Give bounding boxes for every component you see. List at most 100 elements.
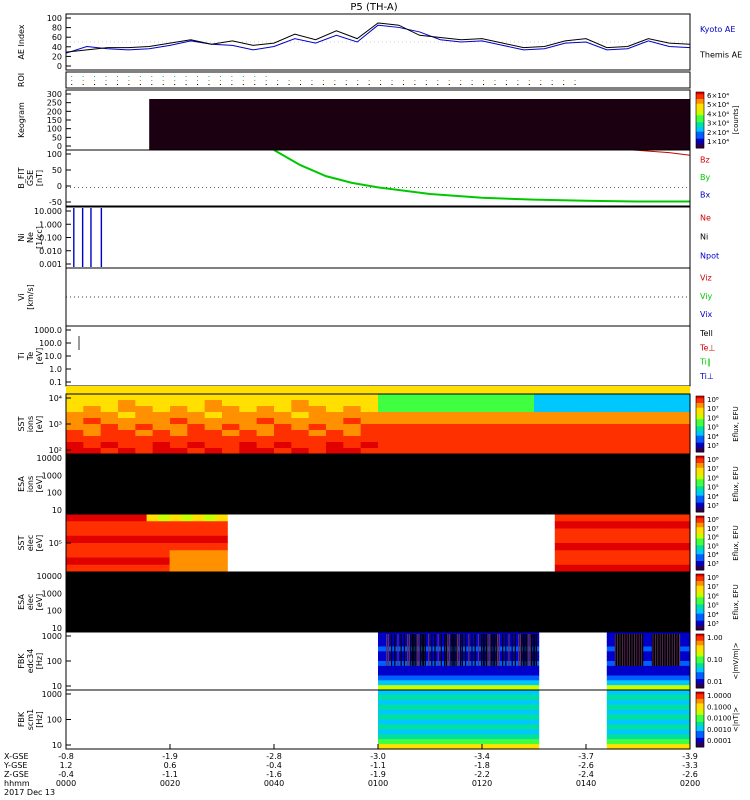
burst-streak bbox=[630, 634, 632, 666]
spectrogram-cell bbox=[568, 448, 587, 455]
spectrogram-cell bbox=[274, 418, 292, 425]
spectrogram-cell bbox=[181, 557, 194, 566]
colorbar-label: 0.10 bbox=[707, 656, 723, 664]
spectrogram-cell bbox=[66, 521, 79, 530]
spectrogram-cell bbox=[100, 514, 113, 522]
spectrogram-cell bbox=[326, 412, 344, 419]
colorbar-segment bbox=[696, 419, 704, 423]
colorbar-segment bbox=[696, 552, 704, 555]
legend-tell: Tell bbox=[699, 329, 713, 338]
colorbar-label: 10⁷ bbox=[707, 525, 719, 533]
burst-streak bbox=[447, 634, 449, 666]
spectrogram-cell bbox=[554, 535, 566, 544]
colorbar-label: 0.0001 bbox=[707, 737, 732, 745]
spectrogram-cell bbox=[554, 514, 566, 522]
roi-dot bbox=[71, 84, 73, 85]
spectrogram-cell bbox=[482, 412, 500, 419]
colorbar-title: [counts] bbox=[732, 105, 740, 134]
y-tick-label: 10² bbox=[49, 446, 62, 455]
burst-streak bbox=[535, 634, 537, 666]
burst-streak bbox=[458, 634, 460, 666]
spectrogram-cell bbox=[430, 418, 448, 425]
spectrogram-cell bbox=[187, 436, 206, 443]
legend-bz: Bz bbox=[700, 155, 710, 164]
spectrogram-band bbox=[606, 636, 690, 643]
spectrogram-band bbox=[378, 739, 540, 745]
spectrogram-cell bbox=[118, 412, 136, 419]
spectrogram-cell bbox=[564, 535, 575, 544]
roi-dot bbox=[494, 80, 496, 81]
spectrogram-cell bbox=[586, 418, 604, 425]
roi-dot bbox=[105, 80, 107, 81]
spectrogram-cell bbox=[222, 406, 240, 413]
spectrogram-cell bbox=[516, 412, 535, 419]
spectrogram-cell bbox=[378, 436, 396, 443]
colorbar-segment bbox=[696, 456, 704, 459]
y-tick-label: 10 bbox=[52, 741, 62, 750]
burst-streak bbox=[618, 634, 620, 666]
spectrogram-cell bbox=[66, 418, 84, 425]
colorbar-segment bbox=[696, 647, 704, 651]
spectrogram-cell bbox=[482, 424, 500, 431]
spectrogram-cell bbox=[612, 514, 623, 522]
colorbar-segment bbox=[696, 465, 704, 469]
colorbar-label: 10³ bbox=[707, 442, 719, 450]
spectrogram-cell bbox=[583, 521, 595, 530]
burst-streak bbox=[632, 634, 634, 666]
burst-streak bbox=[654, 634, 656, 666]
spectrogram-cell bbox=[222, 430, 240, 437]
y-tick-label: 100 bbox=[47, 657, 62, 666]
colorbar-label: 0.0010 bbox=[707, 726, 732, 734]
colorbar-segment bbox=[696, 396, 704, 399]
spectrogram-cell bbox=[158, 514, 171, 522]
spectrogram-cell bbox=[170, 430, 188, 437]
spectrogram-cell bbox=[239, 448, 258, 455]
spectrogram-cell bbox=[100, 528, 113, 537]
spectrogram-cell bbox=[516, 448, 535, 455]
spectrogram-cell bbox=[603, 412, 622, 419]
legend-bx: Bx bbox=[700, 190, 710, 199]
spectrogram-cell bbox=[100, 406, 119, 413]
roi-dot bbox=[334, 84, 336, 85]
spectrogram-cell bbox=[239, 406, 258, 413]
spectrogram-cell bbox=[204, 406, 223, 413]
burst-streak bbox=[450, 634, 452, 666]
spectrogram-cell bbox=[661, 514, 672, 522]
legend-by: By bbox=[700, 173, 710, 182]
spectrogram-cell bbox=[620, 448, 639, 455]
spectrogram-cell bbox=[204, 543, 217, 551]
spectrogram-band bbox=[606, 704, 690, 711]
burst-streak bbox=[418, 634, 420, 666]
spectrogram-cell bbox=[574, 535, 585, 544]
colorbar-label: 10⁵ bbox=[707, 602, 719, 610]
colorbar-segment bbox=[696, 103, 704, 107]
burst-streak bbox=[659, 634, 661, 666]
burst-streak bbox=[477, 634, 479, 666]
spectrogram-cell bbox=[123, 557, 136, 566]
roi-dot bbox=[82, 76, 84, 77]
spectrogram-cell bbox=[378, 418, 396, 425]
y-tick-label: 50 bbox=[52, 166, 62, 175]
roi-dot bbox=[494, 84, 496, 85]
colorbar-segment bbox=[696, 498, 704, 501]
spectrogram-cell bbox=[680, 564, 691, 573]
burst-streak bbox=[474, 634, 476, 666]
spectrogram-cell bbox=[564, 543, 575, 551]
hhmm-value: 0020 bbox=[160, 779, 180, 788]
spectrogram-cell bbox=[622, 564, 633, 573]
burst-streak bbox=[621, 634, 623, 666]
y-tick-label: 0.001 bbox=[39, 260, 62, 269]
y-tick-label: 0.1 bbox=[49, 378, 62, 387]
spectrogram-cell bbox=[89, 528, 102, 537]
spectrogram-cell bbox=[256, 448, 275, 455]
colorbar-segment bbox=[696, 400, 704, 404]
y-tick-label: 100 bbox=[47, 607, 62, 616]
colorbar-label: 10³ bbox=[707, 620, 719, 628]
spectrogram-cell bbox=[66, 394, 84, 401]
spectrogram-cell bbox=[593, 535, 604, 544]
burst-streak bbox=[652, 634, 654, 666]
ylabel-line: [eV] bbox=[35, 476, 44, 493]
y-tick-label: 10000 bbox=[37, 454, 62, 463]
spectrogram-cell bbox=[430, 442, 448, 449]
roi-dot bbox=[105, 84, 107, 85]
